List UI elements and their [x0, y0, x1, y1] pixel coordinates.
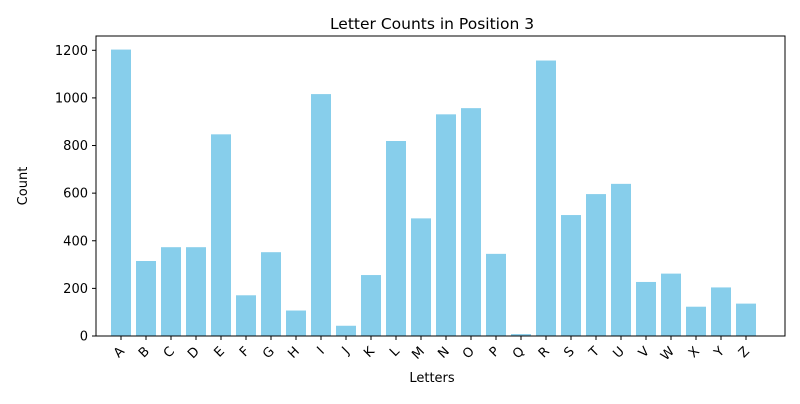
bar-v — [636, 281, 656, 336]
x-tick-label: H — [285, 344, 303, 362]
bar-r — [536, 60, 556, 337]
bar-n — [436, 114, 456, 336]
x-tick-label: N — [435, 344, 452, 361]
y-axis: 0 200 400 600 800 1000 1200 — [55, 44, 96, 345]
bar-j — [336, 325, 356, 336]
x-tick-label: S — [561, 344, 577, 360]
y-axis-label: Count — [16, 167, 31, 206]
x-tick-label: B — [136, 344, 153, 361]
bar-q — [511, 334, 531, 336]
bar-w — [661, 273, 681, 336]
y-tick-label: 1200 — [55, 44, 88, 59]
x-tick-label: W — [658, 344, 678, 364]
bar-u — [611, 183, 631, 336]
x-tick-label: T — [586, 344, 603, 361]
x-tick-label: L — [387, 344, 403, 360]
x-axis-label: Letters — [409, 371, 455, 386]
bar-f — [236, 295, 256, 336]
y-tick-label: 400 — [63, 234, 88, 249]
x-tick-label: Z — [736, 344, 753, 361]
bar-z — [736, 303, 756, 336]
chart-title: Letter Counts in Position 3 — [330, 15, 534, 33]
x-tick-label: U — [610, 344, 627, 361]
bars-group — [111, 49, 756, 337]
x-tick-label: P — [487, 344, 503, 360]
x-tick-label: Y — [711, 344, 728, 361]
bar-o — [461, 108, 481, 337]
plot-frame — [95, 35, 786, 337]
x-tick-label: M — [409, 344, 428, 363]
y-tick-label: 1000 — [55, 91, 88, 106]
bar-i — [311, 94, 331, 336]
x-tick-label: G — [260, 344, 278, 362]
x-tick-label: I — [315, 344, 328, 357]
bar-m — [411, 218, 431, 336]
x-tick-label: E — [211, 344, 227, 360]
bar-l — [386, 141, 406, 336]
y-tick-label: 600 — [63, 187, 88, 202]
bar-p — [486, 253, 506, 336]
bar-g — [261, 252, 281, 336]
x-tick-label: V — [636, 344, 653, 361]
x-tick-label: K — [361, 344, 378, 361]
x-tick-label: F — [237, 344, 253, 360]
bar-x — [686, 306, 706, 336]
bar-y — [711, 287, 731, 336]
x-tick-label: C — [161, 344, 178, 361]
bar-d — [186, 247, 206, 336]
x-tick-label: O — [460, 344, 478, 362]
y-tick-label: 200 — [63, 282, 88, 297]
y-tick-label: 800 — [63, 139, 88, 154]
y-tick-label: 0 — [80, 330, 88, 345]
x-tick-label: X — [686, 344, 703, 361]
x-tick-label: D — [185, 344, 203, 362]
x-tick-label: A — [111, 344, 128, 361]
x-tick-label: Q — [510, 344, 528, 362]
bar-s — [561, 215, 581, 336]
x-tick-label: J — [339, 344, 353, 358]
bar-k — [361, 275, 381, 336]
x-tick-label: R — [536, 344, 553, 361]
bar-a — [111, 49, 131, 336]
bar-b — [136, 261, 156, 336]
bar-h — [286, 310, 306, 336]
bar-c — [161, 247, 181, 336]
bar-e — [211, 134, 231, 336]
bar-t — [586, 194, 606, 336]
